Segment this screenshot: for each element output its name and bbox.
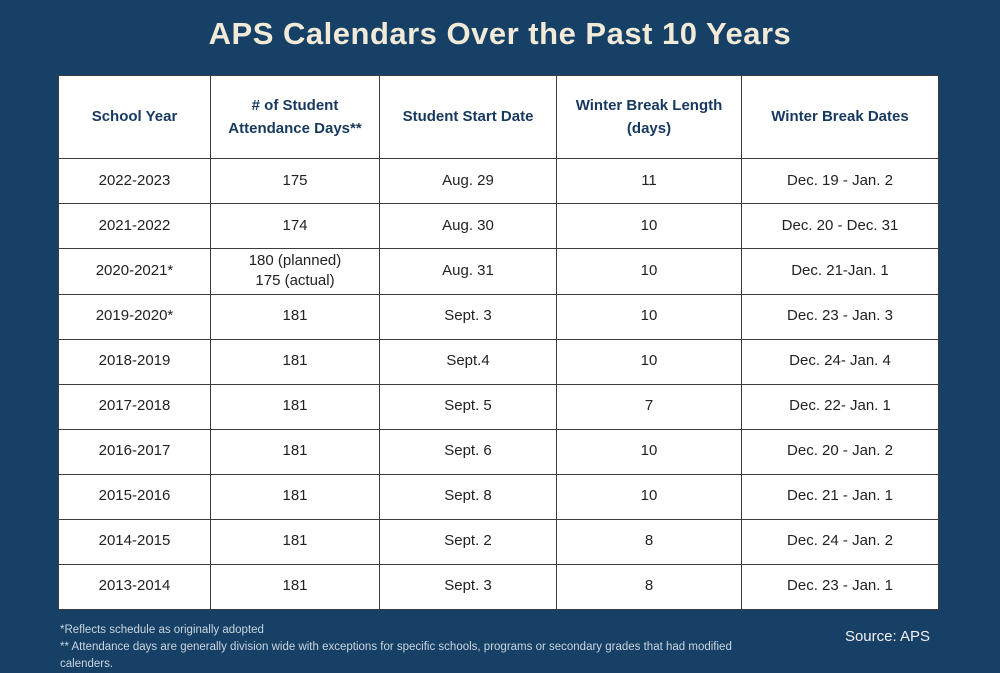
calendar-table-container: School Year # of Student Attendance Days…	[58, 75, 939, 610]
cell-break-dates: Dec. 21-Jan. 1	[741, 248, 939, 295]
cell-attendance-days: 174	[210, 203, 380, 249]
cell-attendance-days: 175	[210, 158, 380, 204]
column-header-school-year: School Year	[58, 75, 211, 159]
table-header-row: School Year # of Student Attendance Days…	[58, 75, 939, 159]
cell-school-year: 2020-2021*	[58, 248, 211, 295]
page-title: APS Calendars Over the Past 10 Years	[208, 16, 792, 51]
table-row: 2022-2023 175 Aug. 29 11 Dec. 19 - Jan. …	[58, 158, 939, 204]
column-header-start-date: Student Start Date	[379, 75, 557, 159]
table-row: 2014-2015 181 Sept. 2 8 Dec. 24 - Jan. 2	[58, 518, 939, 565]
cell-start-date: Sept. 6	[379, 428, 557, 475]
table-row: 2018-2019 181 Sept.4 10 Dec. 24- Jan. 4	[58, 338, 939, 385]
cell-attendance-days: 181	[210, 383, 380, 430]
cell-break-length: 10	[556, 428, 742, 475]
table-row: 2020-2021* 180 (planned) 175 (actual) Au…	[58, 248, 939, 295]
cell-attendance-days: 180 (planned) 175 (actual)	[210, 248, 380, 295]
cell-break-dates: Dec. 21 - Jan. 1	[741, 473, 939, 520]
cell-break-length: 10	[556, 203, 742, 249]
cell-attendance-days: 181	[210, 473, 380, 520]
column-header-break-dates: Winter Break Dates	[741, 75, 939, 159]
cell-start-date: Sept. 8	[379, 473, 557, 520]
cell-school-year: 2018-2019	[58, 338, 211, 385]
cell-school-year: 2014-2015	[58, 518, 211, 565]
table-row: 2019-2020* 181 Sept. 3 10 Dec. 23 - Jan.…	[58, 293, 939, 340]
cell-school-year: 2016-2017	[58, 428, 211, 475]
cell-school-year: 2021-2022	[58, 203, 211, 249]
cell-break-dates: Dec. 23 - Jan. 3	[741, 293, 939, 340]
cell-break-dates: Dec. 19 - Jan. 2	[741, 158, 939, 204]
cell-break-dates: Dec. 20 - Dec. 31	[741, 203, 939, 249]
cell-school-year: 2013-2014	[58, 563, 211, 610]
footnote-line-2: ** Attendance days are generally divisio…	[60, 641, 732, 670]
cell-start-date: Aug. 31	[379, 248, 557, 295]
cell-start-date: Sept. 3	[379, 293, 557, 340]
table-row: 2021-2022 174 Aug. 30 10 Dec. 20 - Dec. …	[58, 203, 939, 249]
cell-break-length: 10	[556, 473, 742, 520]
table-row: 2013-2014 181 Sept. 3 8 Dec. 23 - Jan. 1	[58, 563, 939, 610]
cell-start-date: Sept. 2	[379, 518, 557, 565]
cell-break-length: 10	[556, 248, 742, 295]
cell-school-year: 2017-2018	[58, 383, 211, 430]
cell-start-date: Sept.4	[379, 338, 557, 385]
cell-attendance-days: 181	[210, 563, 380, 610]
cell-attendance-days: 181	[210, 338, 380, 385]
source-label: Source: APS	[844, 628, 930, 645]
cell-break-dates: Dec. 23 - Jan. 1	[741, 563, 939, 610]
column-header-break-length: Winter Break Length (days)	[556, 75, 742, 159]
cell-break-length: 8	[556, 518, 742, 565]
table-body: 2022-2023 175 Aug. 29 11 Dec. 19 - Jan. …	[58, 158, 939, 610]
cell-break-length: 7	[556, 383, 742, 430]
table-row: 2015-2016 181 Sept. 8 10 Dec. 21 - Jan. …	[58, 473, 939, 520]
table-row: 2016-2017 181 Sept. 6 10 Dec. 20 - Jan. …	[58, 428, 939, 475]
column-header-attendance-days: # of Student Attendance Days**	[210, 75, 380, 159]
cell-start-date: Aug. 30	[379, 203, 557, 249]
cell-break-dates: Dec. 24- Jan. 4	[741, 338, 939, 385]
calendar-table: School Year # of Student Attendance Days…	[58, 75, 939, 610]
cell-school-year: 2019-2020*	[58, 293, 211, 340]
cell-school-year: 2022-2023	[58, 158, 211, 204]
table-row: 2017-2018 181 Sept. 5 7 Dec. 22- Jan. 1	[58, 383, 939, 430]
cell-break-length: 10	[556, 293, 742, 340]
footnotes: *Reflects schedule as originally adopted…	[60, 622, 760, 673]
cell-break-length: 8	[556, 563, 742, 610]
cell-school-year: 2015-2016	[58, 473, 211, 520]
cell-break-dates: Dec. 24 - Jan. 2	[741, 518, 939, 565]
cell-break-length: 11	[556, 158, 742, 204]
cell-start-date: Sept. 3	[379, 563, 557, 610]
cell-break-dates: Dec. 22- Jan. 1	[741, 383, 939, 430]
cell-attendance-days: 181	[210, 428, 380, 475]
cell-start-date: Aug. 29	[379, 158, 557, 204]
cell-attendance-days: 181	[210, 518, 380, 565]
cell-break-dates: Dec. 20 - Jan. 2	[741, 428, 939, 475]
cell-break-length: 10	[556, 338, 742, 385]
cell-attendance-days: 181	[210, 293, 380, 340]
footnote-line-1: *Reflects schedule as originally adopted	[60, 624, 264, 636]
cell-start-date: Sept. 5	[379, 383, 557, 430]
